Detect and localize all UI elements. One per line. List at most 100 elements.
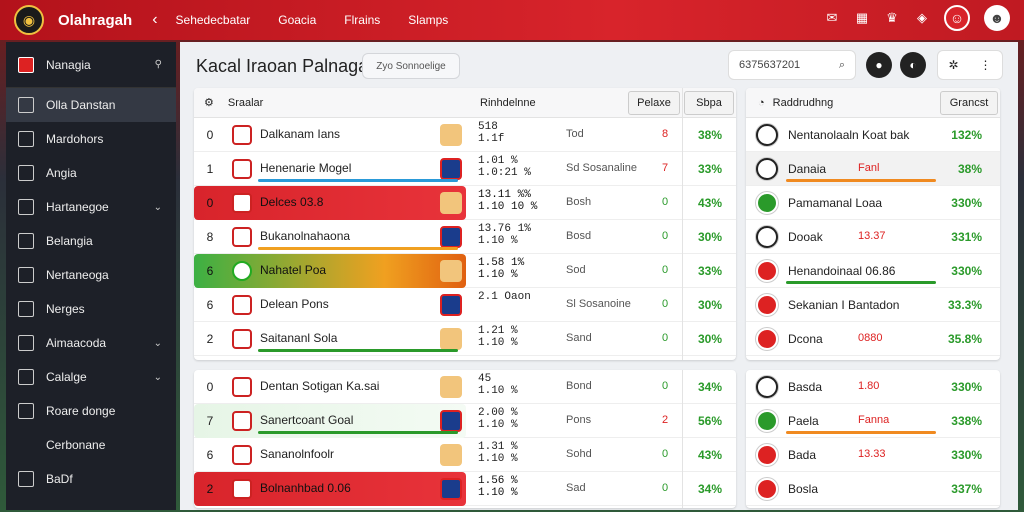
ranking-row[interactable]: Sekanian I Bantadon 33.3%	[746, 288, 1000, 322]
message-icon[interactable]: ✉	[826, 10, 838, 25]
back-chevron-icon[interactable]: ‹	[152, 11, 158, 28]
team-name[interactable]: Dooak	[788, 230, 823, 244]
team-name[interactable]: Delces 03.8	[260, 195, 324, 209]
table-row[interactable]: 7 Sanertcoant Goal 2.00 % 1.10 % Pons 2 56%	[194, 404, 736, 438]
sidebar-item-1[interactable]: Olla Danstan	[6, 88, 176, 122]
search-input[interactable]: 6375637201 ⌕	[728, 50, 856, 80]
team-name[interactable]: Nahatel Poa	[260, 263, 327, 277]
filter-chip[interactable]: Zyo Sonnoelige	[362, 53, 460, 79]
standings-button-1[interactable]: Pelaxe	[628, 91, 680, 115]
sidebar-item-11[interactable]: Cerbonane	[6, 428, 176, 462]
ranking-row[interactable]: Basda 1.80 330%	[746, 370, 1000, 404]
table-row[interactable]: 6 Sananolnfoolr 1.31 % 1.10 % Sohd 0 43%	[194, 438, 736, 472]
team-name[interactable]: Danaia	[788, 162, 827, 176]
club-logo-icon[interactable]: ◉	[14, 5, 44, 35]
team-name[interactable]: Bukanolnahaona	[260, 229, 351, 243]
indicator-value: 0	[662, 264, 669, 276]
sidebar-item-label: Nanagia	[46, 57, 91, 72]
table-row[interactable]: 0 Delces 03.8 13.11 %% 1.10 10 % Bosh 0 43%	[194, 186, 736, 220]
shield-icon[interactable]: ◈	[917, 10, 927, 25]
sidebar-item-6[interactable]: Nertaneoga	[6, 258, 176, 292]
ranking-row[interactable]: Nentanolaaln Koat bak 132%	[746, 118, 1000, 152]
chevron-down-icon[interactable]: ⌄	[153, 337, 162, 349]
nav-link-1[interactable]: Sehedecbatar	[175, 13, 251, 27]
grid-icon	[18, 165, 34, 181]
table-row[interactable]: 2 Saitananl Sola 1.21 % 1.10 % Sand 0 30%	[194, 322, 736, 356]
table-row[interactable]: 1 Henenarie Mogel 1.01 % 1.0:21 % Sd Sosana…	[194, 152, 736, 186]
sidebar-item-10[interactable]: Roare donge	[6, 394, 176, 428]
table-row[interactable]: 2 Bolnanhbad 0.06 1.56 % 1.10 % Sad 0 34%	[194, 472, 736, 506]
chevron-down-icon[interactable]: ⌄	[153, 201, 162, 213]
team-name[interactable]: Pamamanal Loaa	[788, 196, 883, 210]
ball-icon[interactable]: ●	[866, 52, 892, 78]
sidebar-item-9[interactable]: Calalge ⌄	[6, 360, 176, 394]
sidebar-item-5[interactable]: Belangia	[6, 224, 176, 258]
team-name[interactable]: Bolnanhbad 0.06	[260, 481, 351, 495]
table-row[interactable]: 8 Bukanolnahaona 13.76 1% 1.10 % Bosd 0 30%	[194, 220, 736, 254]
standings-button-2[interactable]: Sbpa	[684, 91, 734, 115]
user-avatar[interactable]: ☻	[984, 5, 1010, 31]
indicator-value: 2	[662, 414, 669, 426]
score-value: 1.01 % 1.0:21 %	[478, 155, 531, 179]
sidebar-item-3[interactable]: Angia	[6, 156, 176, 190]
sidebar-item-label: Aimaacoda	[46, 336, 107, 350]
more-icon[interactable]: ⋮	[979, 58, 992, 72]
notification-avatar[interactable]: ☺	[944, 5, 970, 31]
ranking-row[interactable]: Bada 13.33 330%	[746, 438, 1000, 472]
settings-icon[interactable]: ✲	[948, 58, 959, 72]
options-box[interactable]: ✲ ⋮	[937, 50, 1003, 80]
team-crest-icon	[756, 376, 778, 398]
sidebar-item-12[interactable]: BaDf	[6, 462, 176, 496]
standings-rows-2: 0 Dentan Sotigan Ka.sai 45 1.10 % Bond 0 34% 7…	[194, 370, 736, 506]
table-row[interactable]: 0 Dalkanam Ians 518 1.1f Tod 8 38%	[194, 118, 736, 152]
nav-link-4[interactable]: Slamps	[408, 13, 449, 27]
ranking-button[interactable]: Grancst	[940, 91, 998, 115]
team-sub-value: 0880	[858, 332, 883, 344]
search-icon[interactable]: ⌕	[838, 58, 845, 71]
column-divider-2	[682, 370, 683, 508]
ranking-header: ◔ Raddrudhng Grancst	[746, 88, 1000, 118]
team-name[interactable]: Sananolnfoolr	[260, 447, 335, 461]
team-name[interactable]: Dentan Sotigan Ka.sai	[260, 379, 380, 393]
sidebar-item-2[interactable]: Mardohors	[6, 122, 176, 156]
percentage-value: 56%	[697, 414, 722, 428]
percentage-value: 38%	[697, 128, 722, 142]
nav-link-2[interactable]: Goacia	[278, 13, 317, 27]
team-name[interactable]: Nentanolaaln Koat bak	[788, 128, 910, 142]
team-name[interactable]: Sanertcoant Goal	[260, 413, 354, 427]
ranking-row[interactable]: Dooak 13.37 331%	[746, 220, 1000, 254]
trophy-icon[interactable]: ♛	[886, 10, 898, 25]
sidebar-item-0[interactable]: Nanagia ⚲	[6, 42, 176, 88]
percentage-value: 33%	[697, 264, 722, 278]
chevron-down-icon[interactable]: ⌄	[153, 371, 162, 383]
team-name[interactable]: Bada	[788, 448, 817, 462]
sidebar-item-7[interactable]: Nerges	[6, 292, 176, 326]
ranking-row[interactable]: Danaia Fanl 38%	[746, 152, 1000, 186]
sidebar-item-8[interactable]: Aimaacoda ⌄	[6, 326, 176, 360]
team-name[interactable]: Henandoinaal 06.86	[788, 264, 896, 278]
ranking-row[interactable]: Pamamanal Loaa 330%	[746, 186, 1000, 220]
team-name[interactable]: Basda	[788, 380, 823, 394]
team-crest-icon	[756, 192, 778, 214]
team-name[interactable]: Sekanian I Bantadon	[788, 298, 900, 312]
ranking-row[interactable]: Henandoinaal 06.86 330%	[746, 254, 1000, 288]
ranking-row[interactable]: Dcona 0880 35.8%	[746, 322, 1000, 356]
team-name[interactable]: Paela	[788, 414, 819, 428]
ranking-row[interactable]: Paela Fanna 338%	[746, 404, 1000, 438]
team-name[interactable]: Delean Pons	[260, 297, 329, 311]
team-name[interactable]: Saitananl Sola	[260, 331, 338, 345]
compass-icon[interactable]: ◐	[900, 52, 926, 78]
ranking-row[interactable]: Bosla 337%	[746, 472, 1000, 506]
team-name[interactable]: Bosla	[788, 482, 819, 496]
calendar-icon[interactable]: ▦	[855, 10, 869, 25]
team-name[interactable]: Henenarie Mogel	[260, 161, 352, 175]
score-value: 1.58 1% 1.10 %	[478, 257, 525, 281]
table-row[interactable]: 6 Delean Pons 2.1 Oaon Sl Sosanoine 0 30%	[194, 288, 736, 322]
table-row[interactable]: 0 Dentan Sotigan Ka.sai 45 1.10 % Bond 0 34%	[194, 370, 736, 404]
pin-icon[interactable]: ⚲	[154, 59, 162, 70]
table-row[interactable]: 6 Nahatel Poa 1.58 1% 1.10 % Sod 0 33%	[194, 254, 736, 288]
team-name[interactable]: Dalkanam Ians	[260, 127, 341, 141]
sidebar-item-4[interactable]: Hartanegoe ⌄	[6, 190, 176, 224]
team-name[interactable]: Dcona	[788, 332, 823, 346]
nav-link-3[interactable]: Flrains	[344, 13, 381, 27]
